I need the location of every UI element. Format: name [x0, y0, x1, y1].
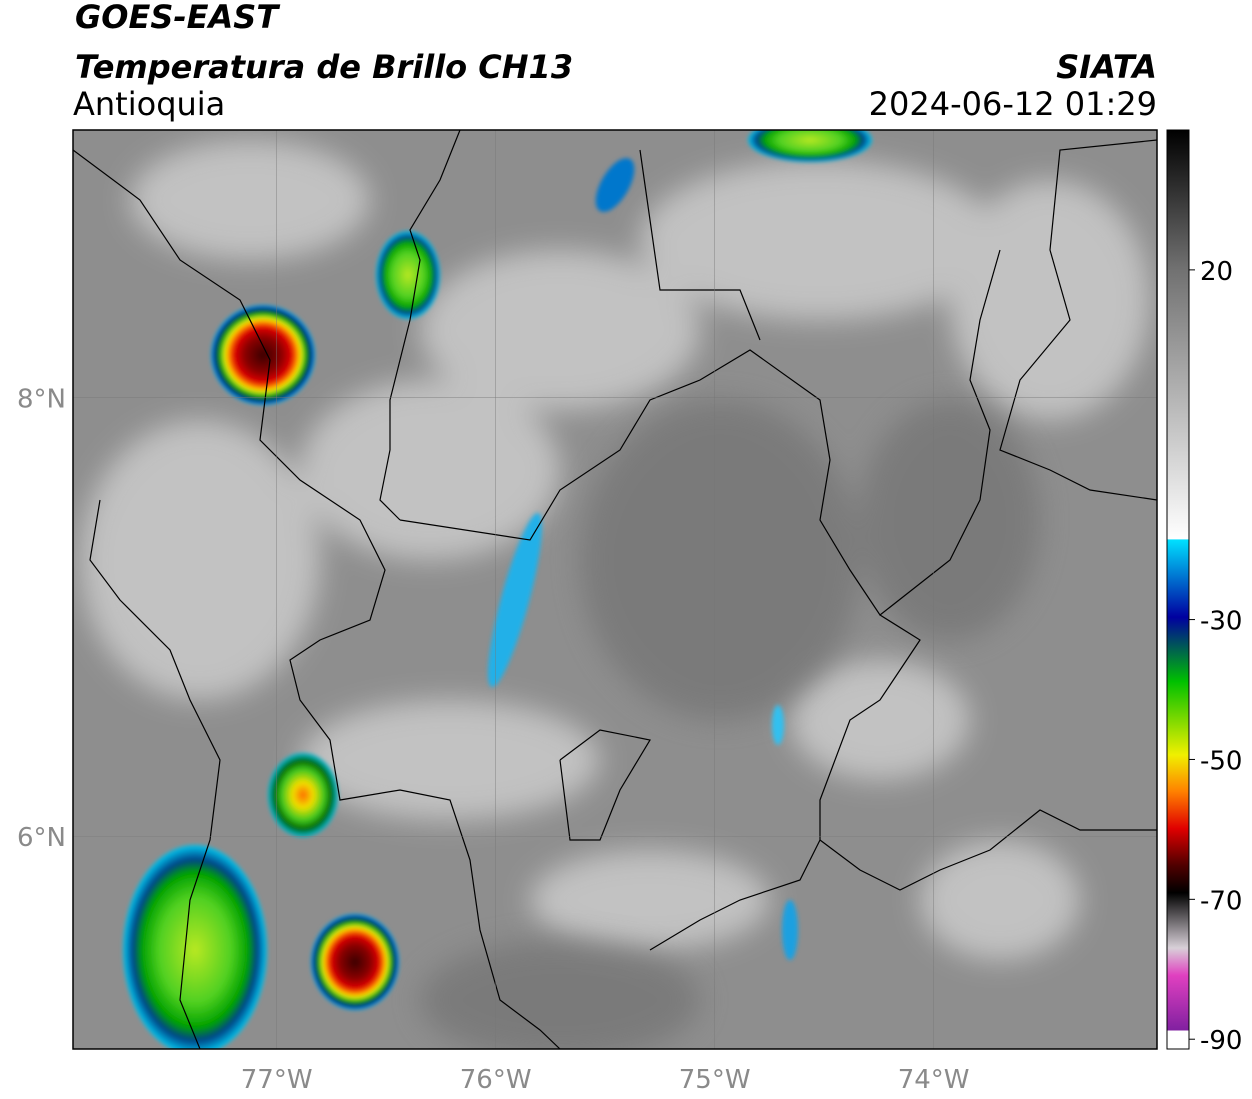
- colorbar-tick-label: -50: [1200, 746, 1242, 776]
- map-image: [73, 130, 1157, 1049]
- grid: [73, 130, 1157, 1049]
- colorbar-tick-label: -30: [1200, 607, 1242, 637]
- datetime: 2024-06-12 01:29: [869, 85, 1157, 123]
- region: Antioquia: [73, 85, 225, 123]
- source: SIATA: [1056, 48, 1157, 86]
- colorbar-tick-label: -90: [1200, 1026, 1242, 1056]
- y-tick-label: 8°N: [17, 385, 66, 415]
- borders: [73, 130, 1157, 1049]
- subtitle: Temperatura de Brillo CH13: [75, 48, 573, 86]
- x-tick-label: 77°W: [241, 1065, 313, 1095]
- x-tick-label: 74°W: [898, 1065, 970, 1095]
- title: GOES-EAST: [75, 0, 280, 36]
- colorbar-tick-label: 20: [1200, 257, 1233, 287]
- x-tick-label: 76°W: [460, 1065, 532, 1095]
- storms: [123, 130, 872, 1049]
- map-frame: [72, 129, 1158, 1050]
- colorbar: [1166, 129, 1190, 1050]
- colorbar-tick-label: -70: [1200, 886, 1242, 916]
- y-tick-label: 6°N: [17, 823, 66, 853]
- x-tick-label: 75°W: [679, 1065, 751, 1095]
- clouds: [80, 140, 1150, 960]
- warm-areas: [420, 400, 1040, 1049]
